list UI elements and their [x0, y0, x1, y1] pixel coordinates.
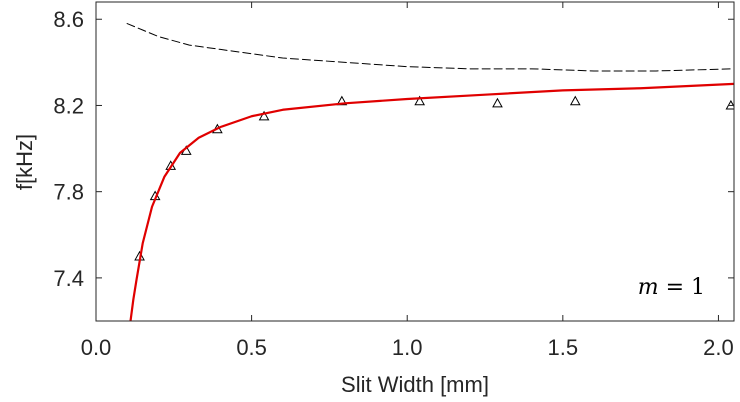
data-point-triangle: [569, 95, 581, 106]
x-axis-label: Slit Width [mm]: [341, 372, 489, 397]
data-point-triangle: [258, 110, 270, 121]
data-point-triangle: [414, 95, 426, 106]
y-tick-label: 8.2: [53, 93, 84, 118]
dashed-curve: [126, 23, 734, 72]
x-tick-label: 1.5: [548, 335, 579, 360]
axis-ticks: 0.0 0.5 1.0 1.5 2.0 7.4 7.8 8.2 8.6: [53, 2, 734, 360]
x-tick-label: 2.0: [703, 335, 734, 360]
annotation-m: m = 1: [638, 275, 705, 300]
y-axis-label: f[kHz]: [12, 134, 37, 190]
annotation-val: 1: [691, 275, 705, 300]
data-point-triangle: [492, 97, 503, 108]
plot-frame: [95, 1, 735, 322]
x-tick-label: 1.0: [392, 335, 423, 360]
annotation-op: =: [659, 275, 691, 300]
y-tick-label: 7.8: [53, 180, 84, 205]
y-tick-label: 8.6: [53, 7, 84, 32]
x-tick-label: 0.5: [236, 335, 267, 360]
annotation-var: m: [638, 275, 659, 300]
fit-curve: [129, 82, 734, 321]
y-tick-label: 7.4: [53, 266, 84, 291]
data-point-triangle: [336, 95, 348, 106]
x-tick-label: 0.0: [81, 335, 112, 360]
